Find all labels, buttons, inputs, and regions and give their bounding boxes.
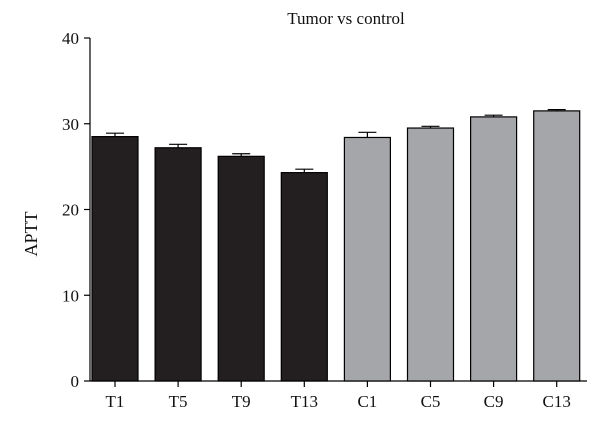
y-tick-label: 40 (62, 29, 79, 48)
bar (154, 147, 202, 382)
bar (91, 136, 139, 382)
bar (217, 155, 265, 382)
plot-area: 0 10 20 30 40 T1 T5 T9 T13 C1 C5 C9 C13 (62, 29, 587, 411)
x-tick-label: T5 (169, 392, 188, 411)
y-axis-label: APTT (21, 211, 41, 256)
y-tick-label: 20 (62, 201, 79, 220)
bar (280, 172, 328, 382)
x-tick-label: C5 (421, 392, 441, 411)
x-tick-label: T1 (106, 392, 125, 411)
x-tick-label: T9 (232, 392, 251, 411)
x-tick-label: C9 (484, 392, 504, 411)
x-tick-label: T13 (291, 392, 318, 411)
chart-title: Tumor vs control (287, 9, 405, 28)
y-tick-label: 30 (62, 115, 79, 134)
y-tick-label: 10 (62, 286, 79, 305)
x-tick-label: C1 (357, 392, 377, 411)
bar (406, 127, 455, 382)
bar (470, 116, 518, 382)
bar (533, 110, 581, 382)
x-tick-label: C13 (543, 392, 571, 411)
y-tick-label: 0 (71, 372, 80, 391)
bar (343, 136, 391, 382)
